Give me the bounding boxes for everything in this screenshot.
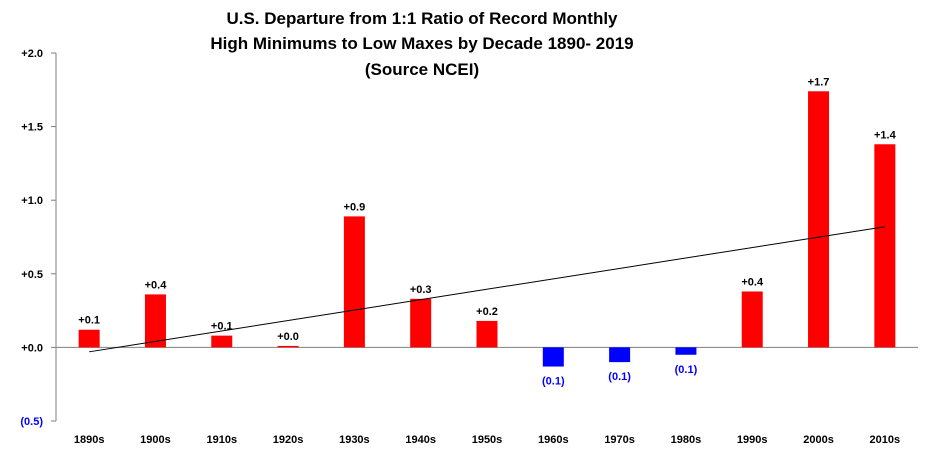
data-label: +0.4	[145, 279, 168, 291]
data-label: +0.9	[344, 201, 366, 213]
x-tick-label: 1950s	[472, 434, 503, 446]
x-axis-ticks: 1890s 1900s 1910s 1920s 1930s 1940s 1950s 1960s…	[74, 434, 900, 446]
x-tick-label: 1970s	[604, 434, 635, 446]
x-tick-label: 1960s	[538, 434, 569, 446]
axes	[55, 53, 918, 421]
trendline-group	[89, 226, 885, 353]
data-label: +0.0	[277, 331, 299, 343]
data-label: +0.3	[410, 284, 432, 296]
x-tick-label: 1900s	[140, 434, 171, 446]
data-label: +0.1	[78, 315, 100, 327]
bar-1940s	[410, 298, 432, 348]
bar-1990s	[741, 291, 763, 348]
data-label: +0.1	[211, 321, 233, 333]
bar-1920s	[277, 345, 299, 348]
data-label: +0.2	[476, 306, 498, 318]
y-tick-label: +2.0	[21, 48, 43, 60]
data-label: +0.4	[741, 276, 764, 288]
data-label: +1.4	[874, 129, 897, 141]
title-line-1: U.S. Departure from 1:1 Ratio of Record …	[226, 9, 618, 28]
x-tick-label: 1990s	[737, 434, 768, 446]
bar-1960s	[542, 347, 564, 367]
bar-1900s	[144, 294, 166, 348]
trendline	[89, 226, 885, 353]
y-tick-label: +1.0	[21, 195, 43, 207]
y-tick-label: (0.5)	[20, 416, 43, 428]
bar-1980s	[675, 347, 697, 355]
data-labels: +0.1 +0.4 +0.1 +0.0 +0.9 +0.3 +0.2 (0.1) (0.1) (0…	[78, 76, 896, 387]
chart-title: U.S. Departure from 1:1 Ratio of Record …	[210, 9, 633, 79]
bar-1890s	[78, 329, 100, 348]
bar-1910s	[211, 335, 233, 348]
y-tick-label: +0.0	[21, 342, 43, 354]
x-tick-label: 1980s	[671, 434, 702, 446]
title-line-2: High Minimums to Low Maxes by Decade 189…	[210, 34, 633, 53]
data-label: (0.1)	[542, 376, 565, 388]
x-tick-label: 1940s	[405, 434, 436, 446]
x-tick-label: 1930s	[339, 434, 370, 446]
data-label: +1.7	[808, 76, 830, 88]
bar-2000s	[808, 91, 830, 348]
y-tick-label: +1.5	[21, 122, 43, 134]
y-tick-label: +0.5	[21, 269, 43, 281]
bar-1950s	[476, 320, 498, 348]
x-tick-label: 2000s	[803, 434, 834, 446]
x-tick-label: 1910s	[206, 434, 237, 446]
data-label: (0.1)	[675, 364, 698, 376]
data-label: (0.1)	[608, 371, 631, 383]
bars	[78, 91, 896, 367]
bar-1930s	[343, 216, 365, 348]
x-tick-label: 1890s	[74, 434, 105, 446]
bar-1970s	[609, 347, 631, 363]
x-tick-label: 1920s	[273, 434, 304, 446]
y-axis-ticks: +2.0 +1.5 +1.0 +0.5 +0.0 (0.5)	[20, 48, 56, 428]
title-line-3: (Source NCEI)	[365, 60, 479, 79]
x-tick-label: 2010s	[870, 434, 901, 446]
bar-2010s	[874, 144, 896, 348]
